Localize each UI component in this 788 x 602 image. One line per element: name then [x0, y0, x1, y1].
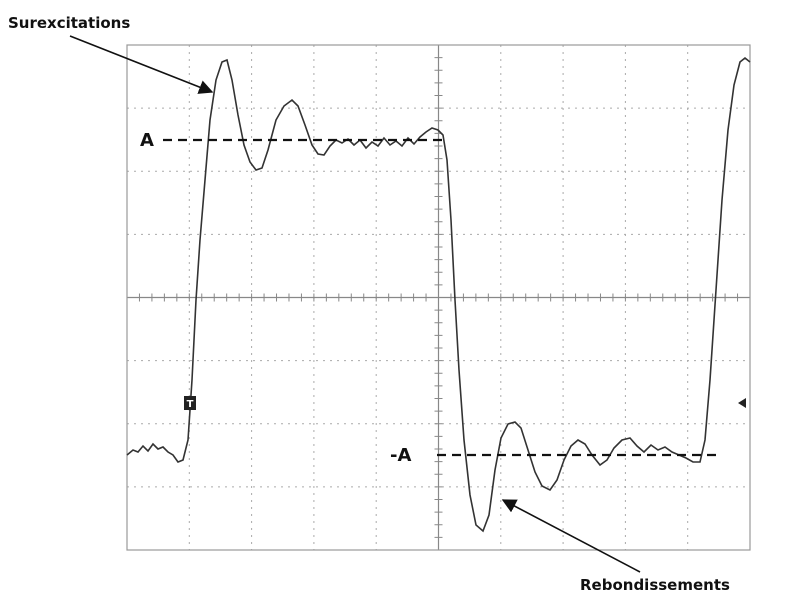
grid — [127, 45, 750, 550]
overshoot-label: Surexcitations — [8, 14, 130, 32]
level-pointer — [738, 398, 746, 408]
ringing-arrow — [503, 500, 640, 572]
page: A -A T Surexcitations Rebondissements ((… — [0, 0, 788, 598]
ringing-label: Rebondissements — [580, 576, 730, 594]
trigger-marker: T — [187, 399, 194, 410]
oscilloscope-diagram: A -A T Surexcitations Rebondissements — [0, 0, 788, 598]
level-label-low: -A — [390, 445, 411, 466]
level-label-high: A — [140, 130, 154, 151]
